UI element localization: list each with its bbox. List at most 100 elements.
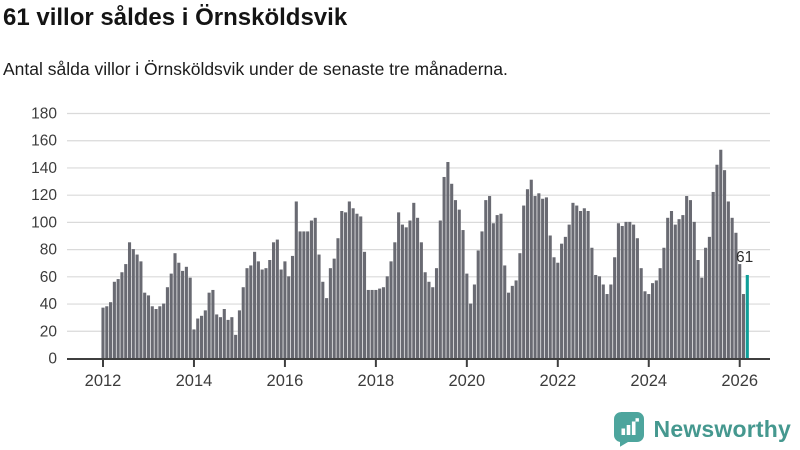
bar bbox=[275, 239, 279, 358]
bar bbox=[207, 292, 211, 358]
bar bbox=[544, 197, 548, 358]
bar bbox=[169, 273, 173, 358]
bar bbox=[434, 268, 439, 358]
newsworthy-logo[interactable]: Newsworthy bbox=[613, 411, 791, 447]
bar bbox=[416, 217, 420, 358]
bar bbox=[582, 208, 586, 358]
y-axis-tick-label: 20 bbox=[40, 323, 58, 340]
bar bbox=[525, 189, 530, 358]
bar bbox=[218, 317, 223, 358]
x-axis-tick-label: 2026 bbox=[721, 372, 758, 390]
bar bbox=[374, 289, 378, 358]
bar bbox=[453, 200, 458, 358]
bar bbox=[529, 179, 533, 358]
x-axis-tick-label: 2022 bbox=[539, 372, 576, 390]
bar bbox=[711, 191, 715, 358]
bar bbox=[578, 211, 583, 358]
bar bbox=[268, 260, 272, 358]
bar bbox=[192, 329, 196, 358]
bar bbox=[548, 235, 552, 358]
bar bbox=[620, 225, 624, 358]
bar bbox=[173, 253, 177, 358]
bar bbox=[241, 287, 245, 358]
bar bbox=[139, 261, 143, 358]
bar bbox=[237, 310, 241, 358]
y-axis-tick-label: 40 bbox=[40, 296, 58, 313]
bar bbox=[616, 223, 620, 358]
bar bbox=[412, 202, 416, 358]
newsworthy-logo-text: Newsworthy bbox=[653, 415, 791, 442]
bar bbox=[514, 280, 518, 358]
page-title: 61 villor såldes i Örnsköldsvik bbox=[3, 4, 348, 31]
bar bbox=[442, 176, 446, 358]
bar bbox=[290, 255, 295, 358]
bar bbox=[734, 232, 738, 358]
bar bbox=[408, 220, 412, 358]
bar bbox=[162, 303, 166, 358]
bar bbox=[249, 265, 253, 358]
x-axis-tick-label: 2016 bbox=[267, 372, 304, 390]
highlight-value-label: 61 bbox=[736, 249, 753, 266]
bar bbox=[639, 268, 643, 358]
bar bbox=[450, 183, 454, 358]
bar bbox=[719, 149, 723, 358]
y-axis-tick-label: 100 bbox=[31, 214, 57, 231]
y-axis-tick-label: 60 bbox=[40, 269, 58, 286]
bar bbox=[567, 224, 571, 358]
bar bbox=[628, 221, 632, 358]
bar bbox=[461, 230, 465, 358]
bar bbox=[325, 298, 329, 358]
bar bbox=[143, 292, 147, 358]
bar bbox=[389, 261, 393, 358]
bar bbox=[135, 254, 139, 358]
bar bbox=[533, 196, 537, 358]
bar bbox=[230, 317, 234, 358]
bar bbox=[741, 294, 746, 358]
bar bbox=[643, 291, 647, 358]
bar bbox=[431, 287, 435, 358]
bar bbox=[184, 266, 188, 358]
bar bbox=[154, 309, 158, 358]
bar bbox=[400, 224, 404, 358]
bar bbox=[446, 162, 450, 358]
bar bbox=[541, 198, 545, 358]
bar bbox=[669, 211, 674, 358]
bar bbox=[234, 334, 238, 358]
bar bbox=[253, 251, 257, 358]
bar bbox=[723, 170, 727, 358]
bar bbox=[715, 164, 719, 358]
bar bbox=[131, 249, 135, 358]
bar bbox=[624, 221, 628, 358]
bar bbox=[404, 227, 408, 358]
y-axis-tick-label: 160 bbox=[31, 133, 57, 150]
bar bbox=[306, 231, 310, 358]
bar bbox=[427, 281, 431, 358]
bar bbox=[700, 277, 704, 358]
bar bbox=[302, 231, 306, 358]
x-axis-tick-label: 2020 bbox=[448, 372, 485, 390]
bar bbox=[594, 274, 598, 358]
bar bbox=[419, 242, 423, 358]
bar bbox=[651, 283, 655, 358]
y-axis-tick-label: 0 bbox=[48, 351, 57, 368]
bar bbox=[124, 264, 128, 358]
bar bbox=[272, 242, 276, 358]
bar bbox=[203, 310, 207, 358]
bar bbox=[188, 277, 192, 358]
bar bbox=[309, 220, 313, 358]
bar bbox=[336, 238, 340, 358]
bar bbox=[488, 196, 492, 358]
bar bbox=[366, 289, 370, 358]
bar bbox=[491, 223, 495, 358]
bar bbox=[211, 289, 215, 358]
bar bbox=[355, 213, 359, 358]
x-axis-tick-label: 2014 bbox=[176, 372, 213, 390]
bar bbox=[347, 201, 351, 358]
bar bbox=[362, 251, 367, 358]
bar bbox=[438, 220, 442, 358]
bar bbox=[328, 268, 332, 358]
bar bbox=[476, 250, 480, 358]
bar bbox=[662, 247, 666, 358]
bar bbox=[575, 205, 579, 358]
bar bbox=[677, 219, 681, 358]
